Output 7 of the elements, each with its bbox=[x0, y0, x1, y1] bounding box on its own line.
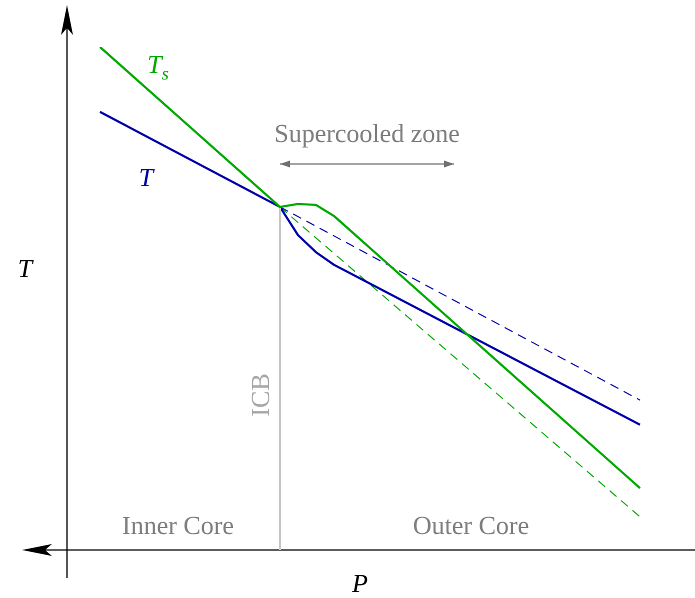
x-axis-title: P bbox=[351, 569, 368, 598]
annotation: Inner Core bbox=[122, 511, 234, 540]
annotation: Supercooled zone bbox=[274, 119, 460, 148]
series-label: T bbox=[138, 163, 155, 192]
annotation: ICB bbox=[246, 373, 275, 417]
y-axis-title: T bbox=[18, 254, 34, 283]
annotation: Outer Core bbox=[412, 511, 530, 540]
